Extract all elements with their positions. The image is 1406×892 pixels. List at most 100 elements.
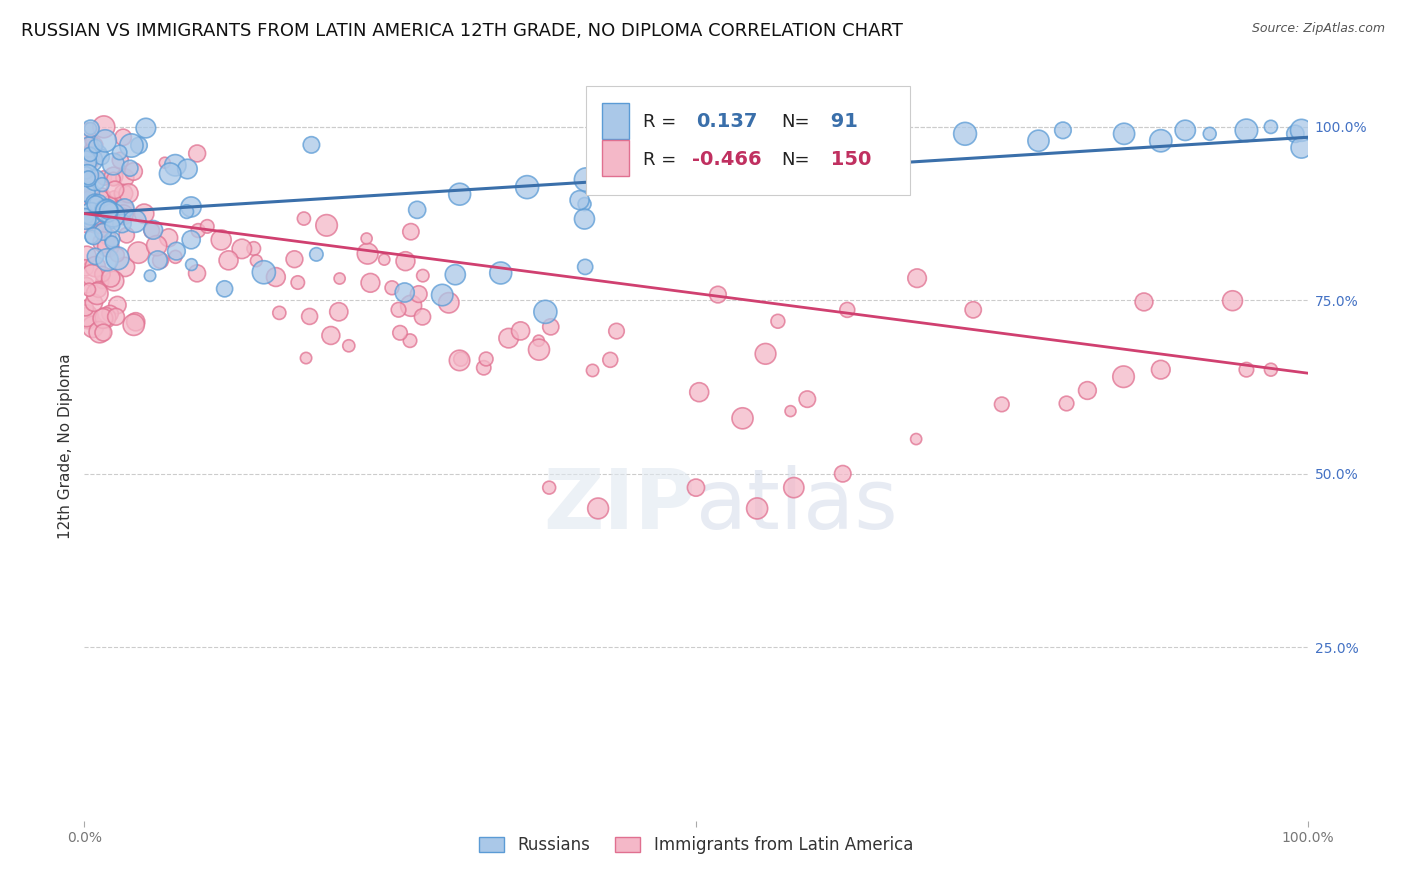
Point [83,229,105,244]
Point [79,186,101,200]
Point [114,201,136,215]
Point [437,295,460,310]
Point [76,190,98,204]
Bar [602,140,628,177]
Text: -0.466: -0.466 [692,150,762,169]
Point [1150,362,1173,376]
Point [98,196,121,211]
Point [991,397,1014,411]
Point [1174,123,1197,137]
Point [110,153,132,168]
Point [449,187,471,202]
Point [103,274,125,288]
Point [1056,396,1078,410]
Point [84,197,107,211]
Point [449,353,471,368]
Point [97,239,120,253]
Point [112,208,135,222]
Point [575,172,598,186]
Point [1291,141,1313,155]
Point [84,260,107,274]
Point [1112,369,1135,384]
Point [1260,362,1282,376]
Point [516,180,538,194]
Point [356,246,378,260]
Point [91,190,114,204]
Point [100,271,122,285]
Point [77,170,100,185]
Point [83,138,105,153]
Point [101,208,124,222]
Point [359,276,381,290]
Point [139,268,162,283]
Point [141,223,163,237]
Point [831,467,853,481]
Point [84,203,107,218]
Point [79,215,101,229]
Point [176,161,198,176]
Point [195,219,218,234]
Point [79,121,101,136]
Point [128,138,150,153]
Point [534,305,557,319]
Point [107,252,129,266]
Point [93,170,115,185]
Point [84,249,107,263]
Point [295,351,318,365]
Text: 150: 150 [824,150,872,169]
Point [146,253,169,268]
Point [1133,294,1156,309]
Point [399,334,422,348]
Point [586,501,609,516]
Point [489,266,512,280]
Text: RUSSIAN VS IMMIGRANTS FROM LATIN AMERICA 12TH GRADE, NO DIPLOMA CORRELATION CHAR: RUSSIAN VS IMMIGRANTS FROM LATIN AMERICA… [21,22,903,40]
Point [91,178,114,192]
Point [91,267,114,281]
Text: atlas: atlas [696,466,897,547]
Point [315,219,337,233]
Point [337,339,360,353]
Point [87,196,110,211]
Point [134,207,156,221]
Point [79,147,101,161]
Point [93,326,115,340]
Point [75,216,97,230]
Point [574,260,596,274]
Point [75,174,97,188]
Point [472,360,495,375]
Point [82,145,104,159]
Point [1052,123,1074,137]
Point [1284,127,1306,141]
Point [394,285,416,300]
Point [149,253,172,268]
Point [299,137,322,152]
Text: Source: ZipAtlas.com: Source: ZipAtlas.com [1251,22,1385,36]
Point [381,281,404,295]
Point [709,137,731,152]
Point [444,268,467,282]
Point [77,311,100,326]
Point [79,121,101,136]
Point [574,212,596,227]
Point [77,283,100,297]
Bar [602,103,628,139]
Point [329,271,352,285]
Point [142,223,165,237]
Point [747,501,769,516]
Point [75,154,97,169]
Point [79,148,101,162]
Point [80,134,103,148]
Point [91,275,114,289]
Point [105,310,128,324]
Point [411,310,433,324]
Point [356,231,378,245]
Point [387,302,409,317]
Point [292,211,315,226]
Point [76,278,98,293]
Y-axis label: 12th Grade, No Diploma: 12th Grade, No Diploma [58,353,73,539]
Point [120,138,142,153]
Point [122,164,145,178]
Point [1236,362,1258,376]
FancyBboxPatch shape [586,87,910,195]
Point [79,153,101,168]
